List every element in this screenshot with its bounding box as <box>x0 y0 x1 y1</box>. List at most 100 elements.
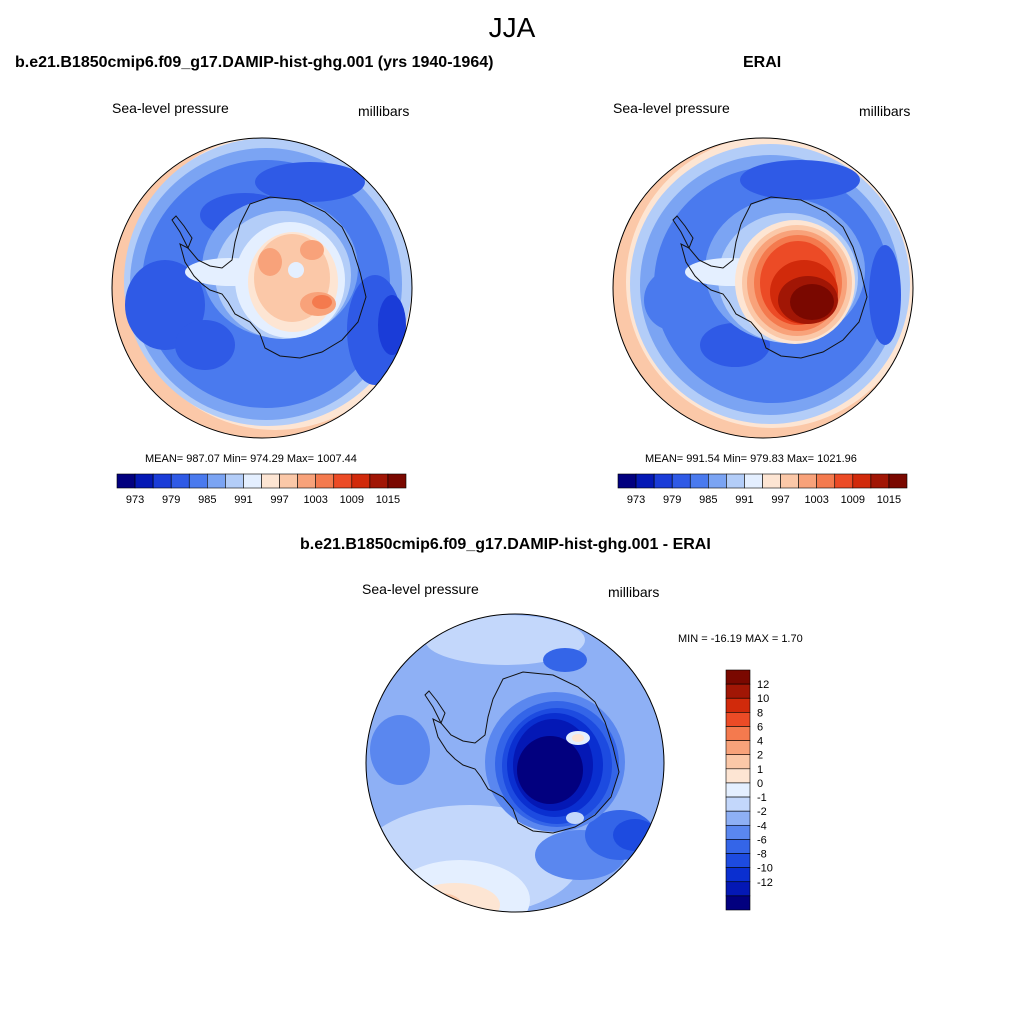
colorbar-tick-label: 1009 <box>841 494 865 506</box>
colorbar-tick-label: 985 <box>198 494 216 506</box>
colorbar-tick-label: -12 <box>757 877 773 889</box>
colorbar-cell <box>170 473 190 489</box>
colorbar-cell <box>780 473 799 489</box>
variable-label-model: Sea-level pressure <box>112 100 229 116</box>
colorbar-model: 973 979 985 991 997 1003 1009 1015 <box>116 473 407 506</box>
colorbar-tick-label: 12 <box>757 679 769 691</box>
colorbar-cell <box>852 473 872 489</box>
colorbar-tick-label: 4 <box>757 736 763 748</box>
colorbar-cell <box>744 473 763 489</box>
colorbar-tick-label: 1 <box>757 764 763 776</box>
colorbar-tick-label: 997 <box>771 494 789 506</box>
units-label-model: millibars <box>358 103 410 119</box>
stats-model: MEAN= 987.07 Min= 974.29 Max= 1007.44 <box>145 453 357 465</box>
colorbar-tick-label: -10 <box>757 863 773 875</box>
colorbar-cell <box>725 867 751 883</box>
colorbar-cell <box>725 895 751 911</box>
colorbar-cell <box>387 473 407 489</box>
colorbar-tick-label: 1003 <box>804 494 828 506</box>
colorbar-cell <box>816 473 836 489</box>
colorbar-cell <box>708 473 727 489</box>
figure-title: JJA <box>488 12 536 43</box>
colorbar-tick-label: -2 <box>757 806 767 818</box>
colorbar-tick-label: 973 <box>126 494 144 506</box>
map-model <box>112 138 412 438</box>
colorbar-tick-label: 10 <box>757 693 769 705</box>
colorbar-cell <box>725 810 751 826</box>
colorbar-cell <box>689 473 709 489</box>
colorbar-cell <box>798 473 817 489</box>
colorbar-cell <box>333 473 353 489</box>
map-border-diff <box>365 613 665 913</box>
panel-title-diff: b.e21.B1850cmip6.f09_g17.DAMIP-hist-ghg.… <box>300 536 711 553</box>
colorbar-cell <box>725 740 751 756</box>
variable-label-diff: Sea-level pressure <box>362 581 479 597</box>
colorbar-cell <box>671 473 691 489</box>
colorbar-cell <box>725 683 751 699</box>
colorbar-tick-label: 991 <box>234 494 252 506</box>
map-border-model <box>111 137 413 439</box>
colorbar-cell <box>725 726 751 741</box>
map-obs <box>613 138 913 438</box>
colorbar-tick-label: 8 <box>757 707 763 719</box>
units-label-diff: millibars <box>608 584 660 600</box>
stats-diff: MIN = -16.19 MAX = 1.70 <box>678 633 803 645</box>
colorbar-cell <box>725 839 751 854</box>
variable-label-obs: Sea-level pressure <box>613 100 730 116</box>
colorbar-cell <box>152 473 172 489</box>
colorbar-tick-label: 991 <box>735 494 753 506</box>
colorbar-cell <box>762 473 781 489</box>
colorbar-cell <box>617 473 637 489</box>
colorbar-cell <box>725 754 751 770</box>
colorbar-cell <box>351 473 371 489</box>
panel-title-obs: ERAI <box>743 54 782 71</box>
colorbar-cell <box>243 473 262 489</box>
colorbar-tick-label: 6 <box>757 721 763 733</box>
colorbar-cell <box>297 473 316 489</box>
colorbar-tick-label: 2 <box>757 750 763 762</box>
colorbar-tick-label: 1003 <box>303 494 327 506</box>
units-label-obs: millibars <box>859 103 911 119</box>
colorbar-cell <box>369 473 389 489</box>
colorbar-cell <box>188 473 208 489</box>
colorbar-cell <box>725 881 751 897</box>
colorbar-tick-label: 979 <box>162 494 180 506</box>
colorbar-tick-label: 1009 <box>340 494 364 506</box>
colorbar-cell <box>653 473 673 489</box>
colorbar-tick-label: -8 <box>757 849 767 861</box>
colorbar-tick-label: 1015 <box>376 494 400 506</box>
colorbar-cell <box>635 473 655 489</box>
colorbar-tick-label: 997 <box>270 494 288 506</box>
colorbar-tick-label: -1 <box>757 792 767 804</box>
colorbar-cell <box>261 473 280 489</box>
colorbar-tick-label: -4 <box>757 820 767 832</box>
colorbar-tick-label: 1015 <box>877 494 901 506</box>
colorbar-cell <box>725 768 751 784</box>
colorbar-cell <box>870 473 890 489</box>
colorbar-tick-label: -6 <box>757 834 767 846</box>
colorbar-cell <box>725 796 751 812</box>
colorbar-cell <box>725 669 751 685</box>
colorbar-cell <box>725 712 751 727</box>
colorbar-cell <box>888 473 908 489</box>
colorbar-cell <box>725 824 751 840</box>
colorbar-obs: 973 979 985 991 997 1003 1009 1015 <box>617 473 908 506</box>
stats-obs: MEAN= 991.54 Min= 979.83 Max= 1021.96 <box>645 453 857 465</box>
colorbar-tick-label: 973 <box>627 494 645 506</box>
colorbar-cell <box>725 782 751 798</box>
map-border-obs <box>612 137 914 439</box>
colorbar-cell <box>725 853 751 868</box>
colorbar-tick-label: 985 <box>699 494 717 506</box>
colorbar-cell <box>279 473 298 489</box>
colorbar-cell <box>225 473 244 489</box>
map-diff <box>366 614 664 912</box>
colorbar-cell <box>116 473 136 489</box>
colorbar-tick-label: 0 <box>757 778 763 790</box>
colorbar-cell <box>834 473 854 489</box>
colorbar-tick-label: 979 <box>663 494 681 506</box>
panel-title-model: b.e21.B1850cmip6.f09_g17.DAMIP-hist-ghg.… <box>15 54 494 71</box>
colorbar-cell <box>725 697 751 713</box>
colorbar-cell <box>207 473 226 489</box>
